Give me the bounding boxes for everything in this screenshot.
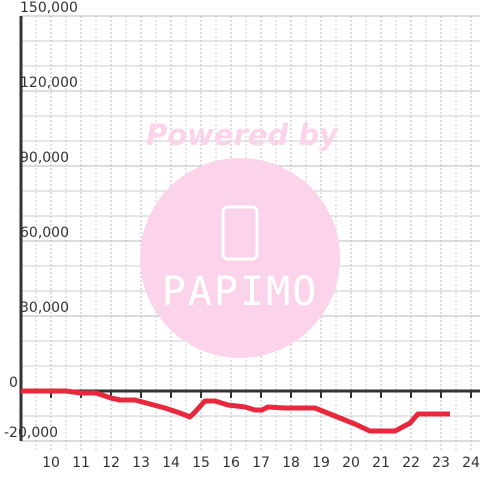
x-tick-label: 11 [72,455,90,471]
series-line [21,388,450,434]
x-tick-label: 24 [462,455,480,471]
x-tick-label: 15 [192,455,210,471]
watermark: Powered by PAPIMO [140,118,340,358]
watermark-text: Powered by [146,118,339,152]
y-tick-label: 120,000 [20,75,78,91]
watermark-logo: PAPIMO [162,269,319,315]
y-tick-label: 60,000 [20,225,69,241]
y-tick-label: 150,000 [20,0,78,16]
y-tick-label: 0 [9,375,18,391]
x-tick-label: 21 [372,455,390,471]
x-tick-label: 10 [42,455,60,471]
x-tick-label: 12 [102,455,120,471]
x-tick-label: 17 [252,455,270,471]
watermark-phone [221,205,259,261]
y-tick-label: 90,000 [20,150,69,166]
x-tick-label: 13 [132,455,150,471]
x-tick-label: 18 [282,455,300,471]
x-tick-label: 19 [312,455,330,471]
y-tick-label: 30,000 [20,300,69,316]
x-tick-label: 14 [162,455,180,471]
x-tick-label: 22 [402,455,420,471]
y-tick-label: -20,000 [4,425,58,441]
x-tick-label: 20 [342,455,360,471]
x-tick-label: 16 [222,455,240,471]
x-tick-label: 23 [432,455,450,471]
